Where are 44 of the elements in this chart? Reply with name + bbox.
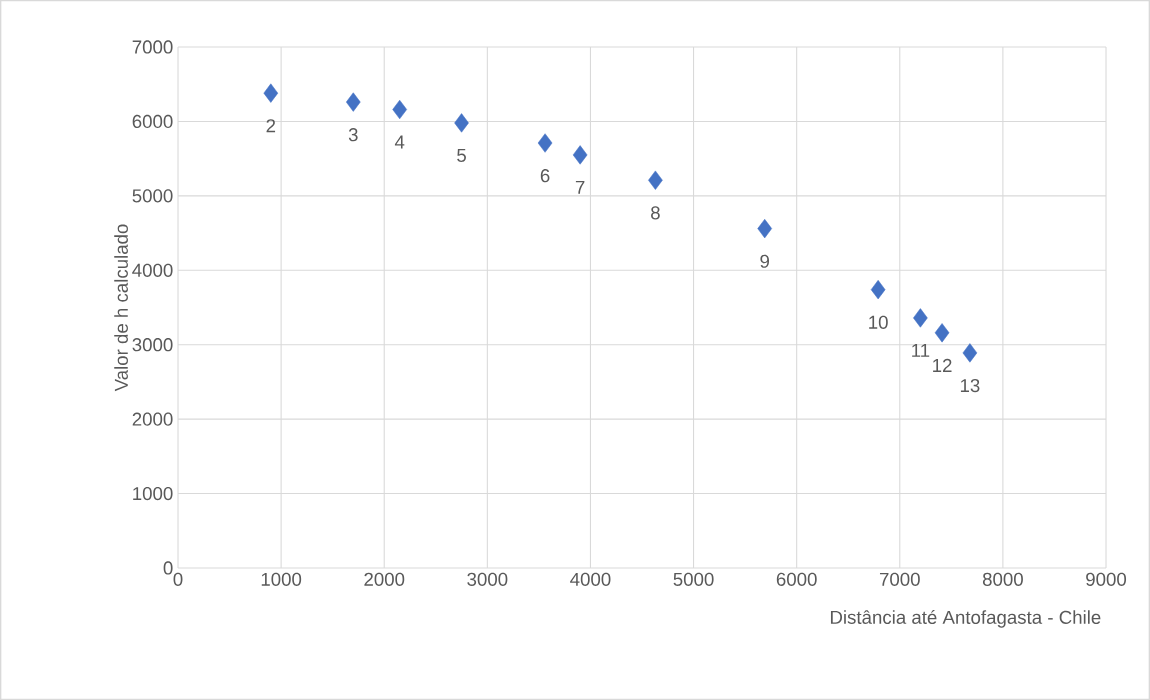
y-tick-label: 7000	[132, 40, 173, 54]
y-tick-label: 3000	[132, 338, 173, 352]
point	[870, 280, 886, 300]
point	[392, 99, 407, 120]
annotation: 10	[869, 315, 888, 329]
point	[913, 308, 928, 328]
x-tick-label: 6000	[776, 572, 817, 586]
y-tick-label: 6000	[132, 114, 173, 129]
point	[263, 83, 279, 103]
annotation: 6	[540, 169, 550, 183]
point	[648, 170, 663, 190]
x-tick-label: 0	[173, 572, 183, 586]
y-tick-label: 4000	[132, 263, 173, 277]
point	[537, 133, 553, 153]
x-tick-label: 1000	[261, 572, 302, 586]
annotation: 4	[394, 135, 405, 149]
point	[757, 219, 772, 239]
x-tick-label: 7000	[879, 572, 920, 586]
x-tick-label: 8000	[982, 572, 1023, 586]
x-tick-label: 9000	[1086, 572, 1127, 586]
x-tick-label: 2000	[364, 572, 405, 586]
annotation: 12	[933, 358, 952, 372]
point	[572, 145, 588, 165]
annotation: 9	[760, 254, 770, 268]
y-tick-label: 1000	[133, 486, 173, 501]
annotation: 7	[575, 180, 585, 194]
x-tick-label: 3000	[467, 572, 508, 586]
annotation: 8	[651, 206, 660, 220]
annotation: 2	[266, 119, 276, 133]
annotation: 11	[912, 343, 930, 357]
y-tick-label: 2000	[132, 412, 173, 426]
point	[346, 92, 361, 112]
annotation: 3	[348, 128, 358, 142]
annotation: 13	[960, 378, 980, 393]
x-axis-title: Distância até Antofagasta - Chile	[830, 610, 1101, 628]
y-axis-title: Valor de h calculado	[114, 224, 128, 392]
annotation: 5	[457, 148, 466, 162]
point	[454, 113, 469, 133]
x-tick-label: 4000	[570, 572, 611, 586]
point	[962, 343, 978, 363]
y-tick-label: 0	[163, 561, 173, 575]
x-tick-label: 5000	[673, 572, 714, 586]
point	[934, 323, 950, 343]
y-tick-label: 5000	[132, 189, 173, 203]
